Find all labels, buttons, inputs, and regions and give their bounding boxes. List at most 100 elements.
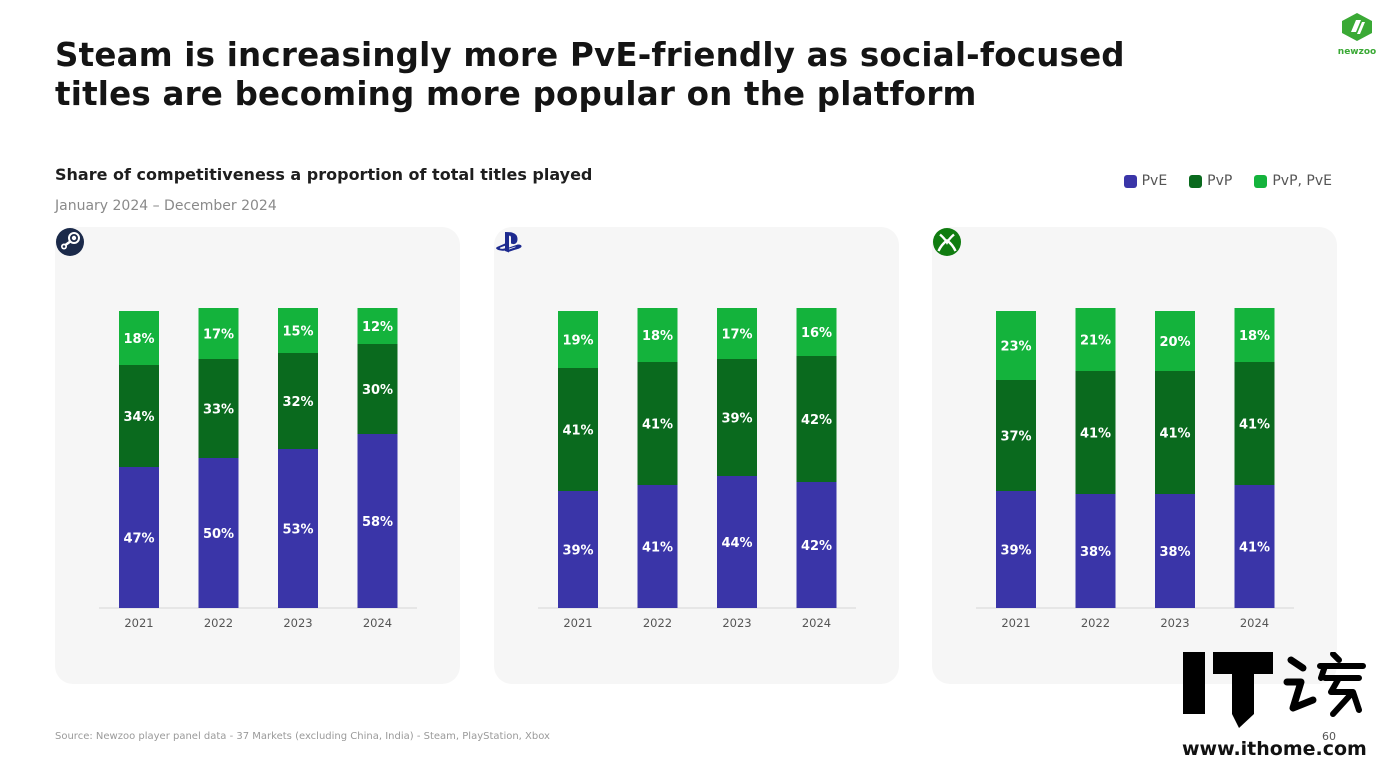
xbox-x-tick-2023: 2023: [1160, 616, 1189, 630]
title-line-2: titles are becoming more popular on the …: [55, 75, 977, 113]
playstation-label-2021-pvp: 41%: [562, 424, 593, 439]
playstation-bar-2022-pve: [637, 485, 678, 608]
steam-bar-2021-pve: [119, 467, 159, 608]
xbox-bar-2021-pvp: [996, 380, 1036, 491]
playstation-label-2021-pvp-pve: 19%: [562, 334, 593, 349]
xbox-bar-2024-pve: [1234, 485, 1275, 608]
newzoo-logo: newzoo: [1337, 12, 1377, 57]
playstation-bar-2024-pvp-pve: [796, 308, 837, 356]
steam-icon: [56, 228, 84, 256]
xbox-label-2021-pvp: 37%: [1000, 430, 1031, 445]
steam-x-tick-2021: 2021: [124, 616, 153, 630]
steam-label-2024-pvp-pve: 12%: [362, 320, 393, 335]
legend-item-pvp: PvP: [1189, 173, 1232, 189]
xbox-label-2024-pvp-pve: 18%: [1239, 329, 1270, 344]
steam-label-2024-pve: 58%: [362, 515, 393, 530]
steam-label-2023-pvp-pve: 15%: [282, 325, 313, 340]
playstation-x-tick-2023: 2023: [722, 616, 751, 630]
steam-label-2022-pvp: 33%: [203, 403, 234, 418]
xbox-label-2023-pvp-pve: 20%: [1159, 335, 1190, 350]
steam-label-2021-pvp: 34%: [123, 410, 154, 425]
playstation-label-2022-pve: 41%: [642, 541, 673, 556]
brand-name: newzoo: [1337, 47, 1377, 57]
xbox-label-2021-pvp-pve: 23%: [1000, 340, 1031, 355]
playstation-x-tick-2021: 2021: [563, 616, 592, 630]
playstation-bar-2022-pvp-pve: [637, 308, 678, 362]
xbox-bar-2021-pvp-pve: [996, 311, 1036, 380]
playstation-bar-2024-pvp: [796, 356, 837, 482]
playstation-label-2023-pve: 44%: [721, 536, 752, 551]
steam-bar-2023-pve: [278, 449, 318, 608]
playstation-label-2021-pve: 39%: [562, 544, 593, 559]
playstation-x-tick-2024: 2024: [802, 616, 831, 630]
xbox-label-2022-pvp-pve: 21%: [1080, 334, 1111, 349]
playstation-label-2024-pvp: 42%: [801, 413, 832, 428]
xbox-bar-2024-pvp: [1234, 362, 1275, 485]
steam-bar-2023-pvp-pve: [278, 308, 318, 353]
steam-bar-2021-pvp: [119, 365, 159, 467]
steam-label-2024-pvp: 30%: [362, 383, 393, 398]
playstation-bar-2023-pve: [717, 476, 757, 608]
page-number: 60: [1322, 730, 1336, 743]
steam-label-2021-pve: 47%: [123, 532, 154, 547]
playstation-label-2022-pvp: 41%: [642, 418, 673, 433]
playstation-icon: [496, 232, 522, 253]
playstation-chart-panel: 39% 41% 19% 2021 41% 41% 18% 2022 44% 39% 17% 2023 4…: [494, 227, 899, 684]
steam-label-2023-pve: 53%: [282, 523, 313, 538]
steam-label-2021-pvp-pve: 18%: [123, 332, 154, 347]
playstation-label-2023-pvp-pve: 17%: [721, 328, 752, 343]
legend-swatch-pvp-pve: [1254, 174, 1268, 188]
steam-bar-2022-pvp-pve: [198, 308, 239, 359]
playstation-bar-2023-pvp: [717, 359, 757, 476]
legend-label-pve: PvE: [1141, 173, 1168, 189]
playstation-bar-2024-pve: [796, 482, 837, 608]
steam-bar-2024-pvp-pve: [357, 308, 398, 344]
steam-bar-2021-pvp-pve: [119, 311, 159, 365]
xbox-label-2021-pve: 39%: [1000, 544, 1031, 559]
ithome-logo: [1183, 652, 1366, 728]
steam-x-tick-2024: 2024: [363, 616, 392, 630]
steam-label-2022-pvp-pve: 17%: [203, 328, 234, 343]
source-note: Source: Newzoo player panel data - 37 Ma…: [55, 731, 550, 742]
steam-x-tick-2022: 2022: [204, 616, 233, 630]
steam-x-tick-2023: 2023: [283, 616, 312, 630]
xbox-label-2023-pve: 38%: [1159, 545, 1190, 560]
xbox-bar-2022-pvp-pve: [1075, 308, 1116, 371]
playstation-bar-2023-pvp-pve: [717, 308, 757, 359]
legend-label-pvp: PvP: [1207, 173, 1233, 189]
newzoo-icon: [1342, 13, 1372, 41]
steam-bar-2022-pvp: [198, 359, 239, 458]
legend-label-pvp-pve: PvP, PvE: [1272, 173, 1332, 189]
xbox-bar-2022-pve: [1075, 494, 1116, 608]
xbox-bar-2023-pvp-pve: [1155, 311, 1195, 371]
steam-stacked-bar-chart: 47% 34% 18% 2021 50% 33% 17% 2022 53% 32% 15% 2023 5…: [99, 308, 417, 630]
legend-swatch-pve: [1123, 174, 1137, 188]
xbox-label-2022-pvp: 41%: [1080, 427, 1111, 442]
playstation-label-2024-pve: 42%: [801, 539, 832, 554]
xbox-label-2024-pvp: 41%: [1239, 418, 1270, 433]
steam-label-2023-pvp: 32%: [282, 395, 313, 410]
playstation-label-2022-pvp-pve: 18%: [642, 329, 673, 344]
playstation-label-2023-pvp: 39%: [721, 412, 752, 427]
page-title: Steam is increasingly more PvE-friendly …: [55, 36, 1205, 114]
playstation-x-tick-2022: 2022: [643, 616, 672, 630]
chart-subtitle: Share of competitiveness a proportion of…: [55, 165, 593, 184]
xbox-label-2022-pve: 38%: [1080, 545, 1111, 560]
playstation-label-2024-pvp-pve: 16%: [801, 326, 832, 341]
xbox-bar-2022-pvp: [1075, 371, 1116, 494]
steam-bar-2022-pve: [198, 458, 239, 608]
xbox-bar-2023-pve: [1155, 494, 1195, 608]
steam-bar-2023-pvp: [278, 353, 318, 449]
playstation-stacked-bar-chart: 39% 41% 19% 2021 41% 41% 18% 2022 44% 39% 17% 2023 4…: [538, 308, 856, 630]
xbox-x-tick-2021: 2021: [1001, 616, 1030, 630]
xbox-stacked-bar-chart: 39% 37% 23% 2021 38% 41% 21% 2022 38% 41% 20% 2023 4…: [976, 308, 1294, 630]
legend-item-pvp-pve: PvP, PvE: [1254, 173, 1332, 189]
xbox-label-2023-pvp: 41%: [1159, 427, 1190, 442]
steam-chart-panel: 47% 34% 18% 2021 50% 33% 17% 2022 53% 32% 15% 2023 5…: [55, 227, 460, 684]
steam-bar-2024-pve: [357, 434, 398, 608]
xbox-x-tick-2024: 2024: [1240, 616, 1269, 630]
steam-bar-2024-pvp: [357, 344, 398, 434]
chart-legend: PvE PvP PvP, PvE: [1123, 173, 1332, 189]
xbox-bar-2023-pvp: [1155, 371, 1195, 494]
watermark-url: www.ithome.com: [1182, 738, 1367, 760]
